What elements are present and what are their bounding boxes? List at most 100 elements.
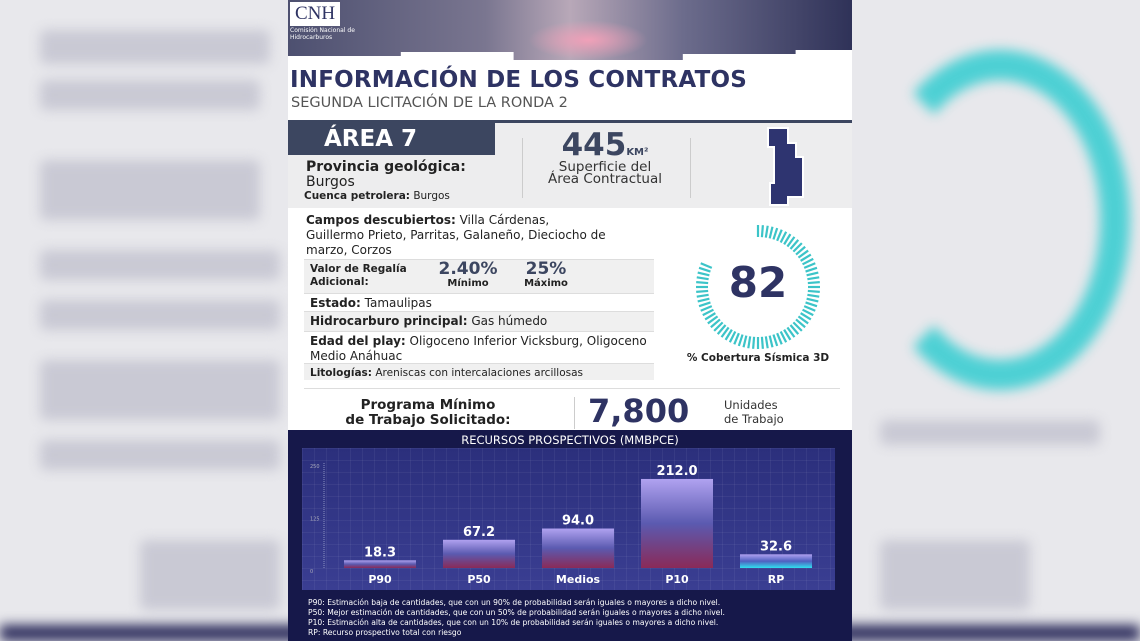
gauge-tick bbox=[797, 249, 809, 259]
gauge-tick bbox=[779, 331, 788, 343]
cuenca: Cuenca petrolera: Burgos bbox=[304, 190, 450, 202]
cnh-logo: CNH bbox=[290, 2, 341, 26]
bar-P90 bbox=[344, 560, 416, 568]
bar-P10 bbox=[641, 478, 713, 568]
gauge-tick bbox=[772, 227, 779, 240]
gauge-caption: % Cobertura Sísmica 3D bbox=[686, 352, 830, 364]
gauge-tick bbox=[768, 226, 774, 239]
gauge-tick bbox=[720, 326, 730, 338]
bar-chart: 0 125 250 18.3 P90 67.2 P50 94.0 Medios 212.0 P10 3… bbox=[310, 463, 812, 586]
litologias-row: Litologías: Areniscas con intercalacione… bbox=[304, 363, 654, 380]
gauge-tick bbox=[803, 305, 816, 312]
infographic: CNH Comisión Nacional de Hidrocarburos I… bbox=[288, 0, 852, 641]
seismic-coverage-gauge bbox=[696, 225, 820, 349]
gauge-tick bbox=[783, 329, 792, 341]
chart-panel: 0 125 250 18.3 P90 67.2 P50 94.0 Medios 212.0 P10 3… bbox=[302, 448, 835, 590]
gauge-tick bbox=[696, 293, 709, 298]
hidrocarburo-row: Hidrocarburo principal: Gas húmedo bbox=[304, 311, 654, 331]
gauge-tick bbox=[724, 329, 733, 341]
category-label: P50 bbox=[467, 573, 491, 586]
gauge-tick bbox=[764, 336, 769, 349]
bar-value-label: 94.0 bbox=[562, 514, 594, 529]
divider bbox=[304, 388, 840, 389]
bar-value-label: 212.0 bbox=[656, 464, 697, 479]
programa-unit: Unidades de Trabajo bbox=[724, 398, 784, 426]
footnote: P10: Estimación alta de cantidades, que … bbox=[308, 618, 719, 627]
gauge-tick bbox=[760, 336, 764, 349]
programa-value: 7,800 bbox=[588, 392, 690, 430]
gauge-tick bbox=[786, 326, 796, 338]
footnotes: P90: Estimación baja de cantidades, que … bbox=[308, 598, 725, 638]
gauge-tick bbox=[803, 262, 816, 269]
gauge-tick bbox=[806, 297, 819, 303]
programa-label: Programa Mínimo de Trabajo Solicitado: bbox=[345, 397, 511, 428]
category-label: RP bbox=[768, 573, 785, 586]
gauge-tick bbox=[802, 308, 814, 317]
gauge-tick bbox=[698, 301, 711, 308]
gauge-tick bbox=[800, 253, 812, 262]
superficie: 445KM² Superficie del Área Contractual bbox=[547, 127, 662, 187]
campos-descubiertos: Campos descubiertos: Villa Cárdenas, Gui… bbox=[306, 213, 606, 257]
footnote: P90: Estimación baja de cantidades, que … bbox=[308, 598, 721, 607]
gauge-tick bbox=[700, 262, 713, 269]
gauge-tick bbox=[800, 312, 812, 321]
bar-RP bbox=[740, 554, 812, 568]
category-label: P90 bbox=[368, 573, 392, 586]
bar-value-label: 18.3 bbox=[364, 545, 396, 560]
gauge-tick bbox=[807, 289, 820, 293]
gauge-tick bbox=[792, 321, 803, 332]
bar-Medios bbox=[542, 528, 614, 568]
gauge-tick bbox=[707, 315, 719, 325]
gauge-tick bbox=[795, 245, 806, 256]
gauge-tick bbox=[728, 331, 737, 343]
gauge-tick bbox=[776, 332, 783, 345]
category-label: Medios bbox=[556, 573, 601, 586]
gauge-tick bbox=[807, 293, 820, 298]
gauge-tick bbox=[716, 324, 727, 335]
gauge-tick bbox=[747, 336, 752, 349]
gauge-tick bbox=[702, 308, 714, 317]
gauge-tick bbox=[696, 276, 709, 281]
chart-title: RECURSOS PROSPECTIVOS (MMBPCE) bbox=[461, 433, 679, 447]
gauge-tick bbox=[792, 242, 803, 253]
gauge-tick bbox=[697, 271, 710, 277]
gauge-tick bbox=[807, 276, 820, 281]
gauge-value: 82 bbox=[728, 258, 788, 307]
gauge-tick bbox=[797, 315, 809, 325]
gauge-tick bbox=[805, 266, 818, 273]
gauge-tick bbox=[742, 335, 748, 348]
category-label: P10 bbox=[665, 573, 689, 586]
gauge-tick bbox=[795, 318, 806, 329]
gauge-tick bbox=[789, 239, 800, 250]
gauge-tick bbox=[710, 318, 721, 329]
gauge-tick bbox=[696, 289, 709, 293]
gauge-tick bbox=[713, 321, 724, 332]
gauge-tick bbox=[776, 229, 783, 242]
gauge-tick bbox=[696, 281, 709, 285]
y-tick-label: 125 bbox=[310, 517, 320, 523]
y-tick-label: 0 bbox=[310, 569, 313, 575]
bar-value-label: 67.2 bbox=[463, 525, 495, 540]
edad-row: Edad del play: Oligoceno Inferior Vicksb… bbox=[304, 331, 654, 363]
logo-subtitle: Comisión Nacional de Hidrocarburos bbox=[290, 27, 355, 41]
chart-section: RECURSOS PROSPECTIVOS (MMBPCE) 0 125 250 18… bbox=[288, 430, 852, 641]
gauge-tick bbox=[806, 271, 819, 277]
gauge-tick bbox=[737, 334, 744, 347]
gauge-tick bbox=[760, 225, 764, 238]
gauge-tick bbox=[786, 236, 796, 248]
footnote: RP: Recurso prospectivo total con riesgo bbox=[308, 628, 462, 637]
area-map-icon bbox=[767, 127, 804, 206]
gauge-tick bbox=[789, 324, 800, 335]
gauge-tick bbox=[697, 297, 710, 303]
gauge-tick bbox=[768, 335, 774, 348]
gauge-tick bbox=[704, 312, 716, 321]
regalia-row: Valor de Regalía Adicional: 2.40% Mínimo 2… bbox=[304, 259, 654, 293]
area-title: ÁREA 7 bbox=[288, 123, 495, 155]
gauge-tick bbox=[802, 257, 814, 266]
gauge-tick bbox=[779, 231, 788, 243]
provincia: Provincia geológica: Burgos bbox=[306, 159, 466, 190]
bar-P50 bbox=[443, 539, 515, 568]
header-banner: CNH Comisión Nacional de Hidrocarburos bbox=[288, 0, 852, 60]
gauge-tick bbox=[733, 332, 740, 345]
